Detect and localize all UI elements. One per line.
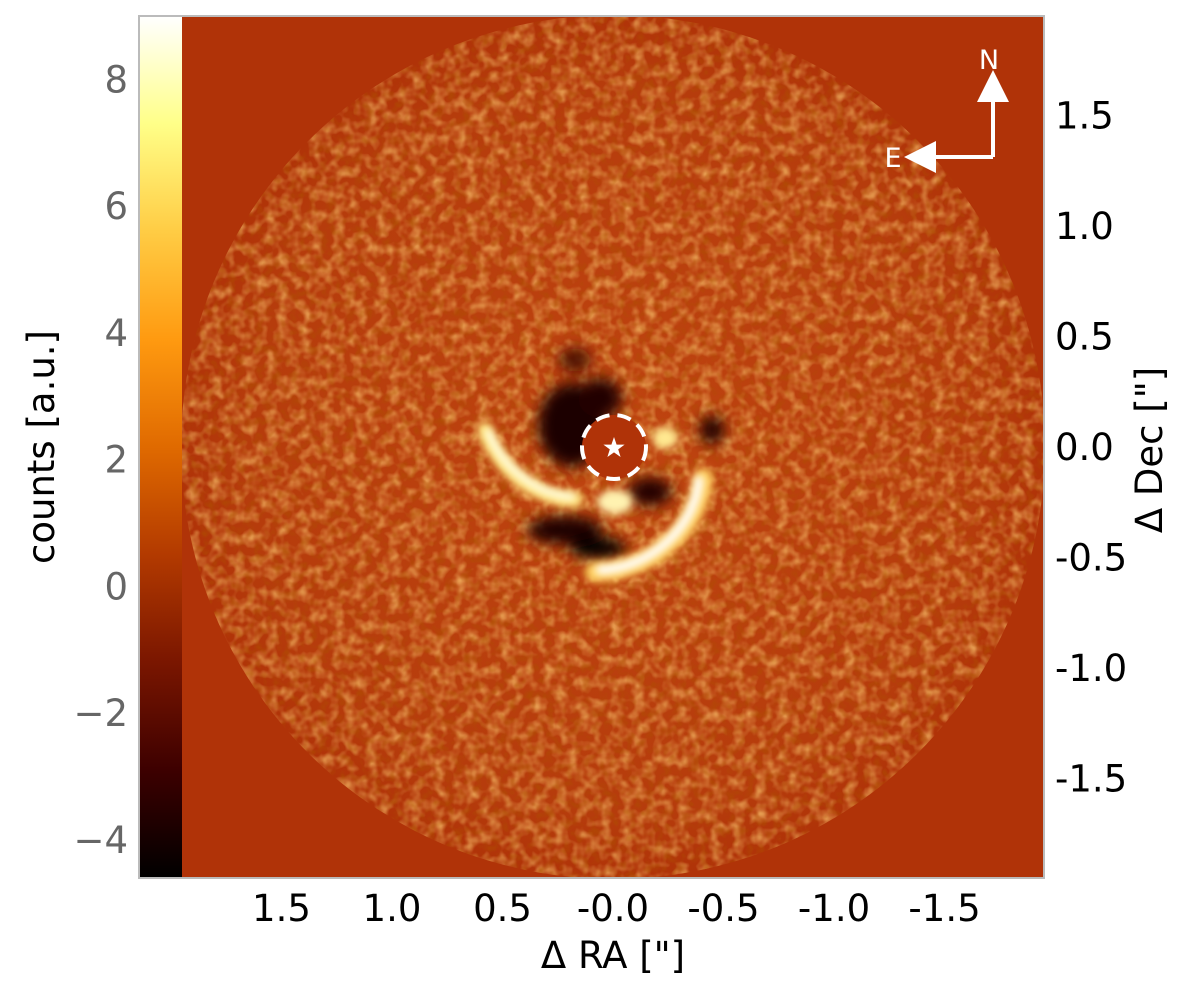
east-label: E: [884, 143, 901, 174]
x-axis-ticks: 1.5 1.0 0.5 -0.0 -0.5 -1.0 -1.5: [252, 887, 981, 930]
colorbar-tick-label: −4: [73, 819, 128, 862]
x-tick-label: -1.5: [908, 887, 980, 930]
x-tick-label: -0.5: [687, 887, 759, 930]
y-tick-label: 0.0: [1055, 426, 1114, 469]
star-icon: [603, 437, 625, 457]
colorbar-tick-label: 6: [104, 185, 128, 228]
y-tick-label: 0.5: [1055, 315, 1114, 358]
x-tick-label: 1.5: [252, 887, 311, 930]
colorbar-label: counts [a.u.]: [20, 330, 63, 564]
colorbar-ticks: 8 6 4 2 0 −2 −4: [73, 58, 128, 862]
bright-spiral-arms: [477, 422, 713, 582]
disk-image-panel: N E: [182, 16, 1044, 878]
x-tick-label: 1.0: [363, 887, 422, 930]
image-frame: [138, 15, 1045, 879]
y-tick-label: 1.0: [1055, 205, 1114, 248]
y-tick-label: -1.0: [1055, 647, 1127, 690]
y-tick-label: 1.5: [1055, 94, 1114, 137]
colorbar-tick-label: 2: [104, 439, 128, 482]
compass: N E: [884, 45, 1009, 174]
y-tick-label: -0.5: [1055, 537, 1127, 580]
y-tick-label: -1.5: [1055, 758, 1127, 801]
dark-residuals: [527, 348, 724, 558]
y-axis-label: Δ Dec ["]: [1128, 367, 1171, 533]
colorbar-tick-label: 8: [104, 58, 128, 101]
x-tick-label: 0.5: [473, 887, 532, 930]
y-axis-ticks: 1.5 1.0 0.5 0.0 -0.5 -1.0 -1.5: [1055, 94, 1127, 800]
colorbar-tick-label: 0: [104, 565, 128, 608]
colorbar-gradient: [139, 16, 182, 878]
north-label: N: [979, 45, 999, 76]
x-tick-label: -0.0: [577, 887, 649, 930]
x-tick-label: -1.0: [798, 887, 870, 930]
colorbar-tick-label: −2: [73, 692, 128, 735]
coronagraph-mask: [580, 413, 648, 481]
colorbar-tick-label: 4: [104, 312, 128, 355]
x-axis-label: Δ RA ["]: [541, 934, 685, 977]
colorbar: 8 6 4 2 0 −2 −4 counts [a.u.]: [20, 16, 182, 878]
